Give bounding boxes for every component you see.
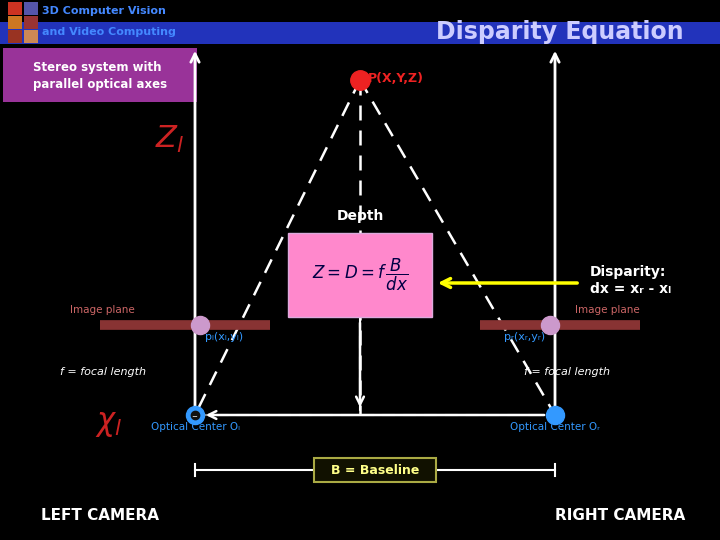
Text: pᵣ(xᵣ,yᵣ): pᵣ(xᵣ,yᵣ) bbox=[504, 332, 545, 342]
Text: RIGHT CAMERA: RIGHT CAMERA bbox=[555, 508, 685, 523]
Text: f = focal length: f = focal length bbox=[524, 367, 610, 377]
Text: Optical Center Oᵣ: Optical Center Oᵣ bbox=[510, 422, 600, 432]
Bar bbox=[24, 16, 38, 29]
Bar bbox=[8, 2, 22, 15]
Text: Stereo system with
parallel optical axes: Stereo system with parallel optical axes bbox=[33, 61, 167, 91]
Text: Disparity:
dx = xᵣ - xₗ: Disparity: dx = xᵣ - xₗ bbox=[590, 265, 671, 296]
FancyBboxPatch shape bbox=[3, 48, 197, 102]
Text: and Video Computing: and Video Computing bbox=[42, 27, 176, 37]
FancyBboxPatch shape bbox=[288, 233, 432, 317]
Text: LEFT CAMERA: LEFT CAMERA bbox=[41, 508, 159, 523]
Text: Image plane: Image plane bbox=[70, 305, 135, 315]
Bar bbox=[8, 16, 22, 29]
Bar bbox=[8, 30, 22, 43]
Bar bbox=[0, 22, 720, 44]
Text: Optical Center Oₗ: Optical Center Oₗ bbox=[150, 422, 240, 432]
FancyBboxPatch shape bbox=[314, 458, 436, 482]
Text: 3D Computer Vision: 3D Computer Vision bbox=[42, 6, 166, 16]
Text: Image plane: Image plane bbox=[575, 305, 640, 315]
Text: $Z_l$: $Z_l$ bbox=[155, 124, 184, 155]
Bar bbox=[0, 0, 720, 22]
Text: $\chi_l$: $\chi_l$ bbox=[95, 408, 122, 439]
Text: Depth: Depth bbox=[336, 209, 384, 223]
Bar bbox=[24, 2, 38, 15]
Bar bbox=[24, 30, 38, 43]
Text: B = Baseline: B = Baseline bbox=[330, 463, 419, 476]
Text: f = focal length: f = focal length bbox=[60, 367, 146, 377]
Text: pₗ(xₗ,yₗ): pₗ(xₗ,yₗ) bbox=[205, 332, 243, 342]
Text: P(X,Y,Z): P(X,Y,Z) bbox=[368, 71, 424, 84]
Text: $-$: $-$ bbox=[192, 412, 199, 418]
Text: Disparity Equation: Disparity Equation bbox=[436, 20, 684, 44]
Text: $Z = D = f\,\dfrac{B}{dx}$: $Z = D = f\,\dfrac{B}{dx}$ bbox=[312, 257, 408, 293]
